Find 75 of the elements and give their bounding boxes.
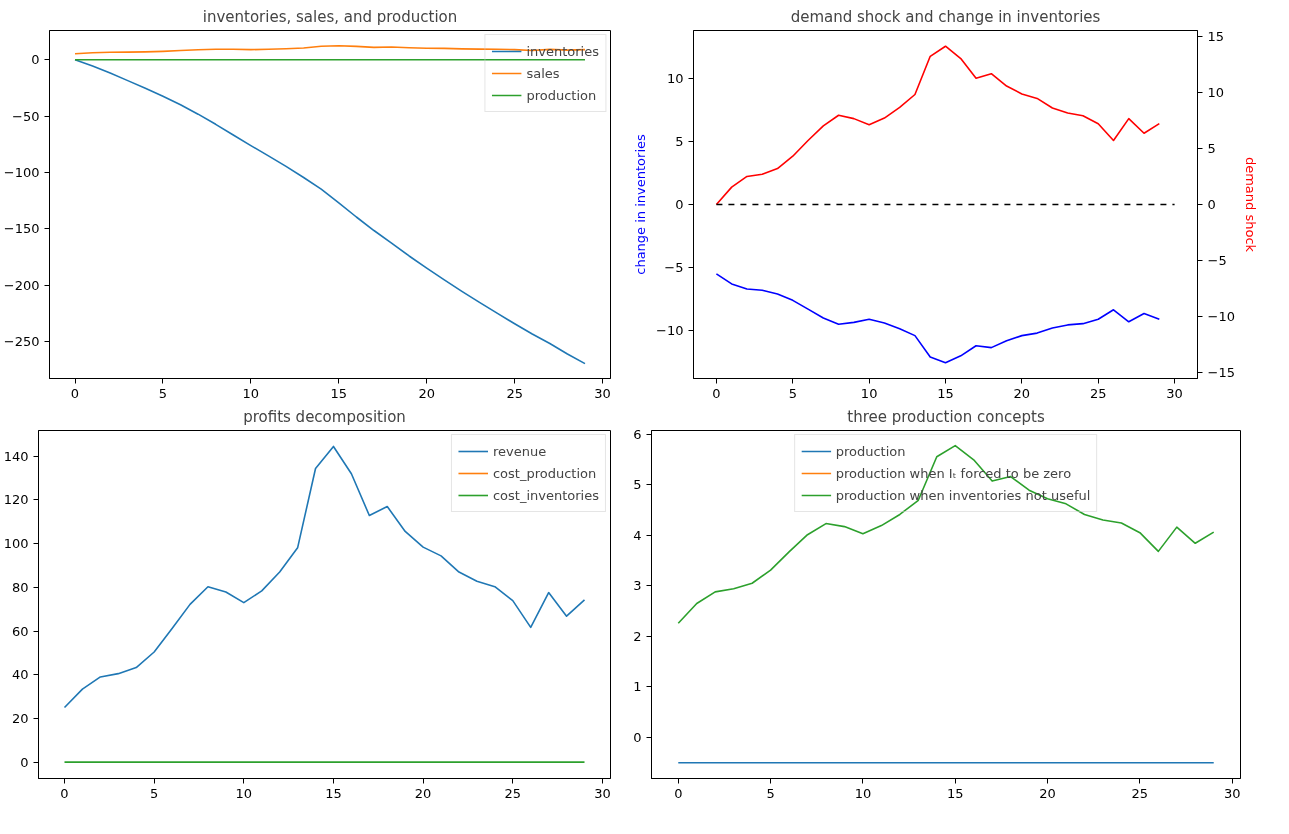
x-tick-label: 20 xyxy=(418,385,435,401)
x-tick-label: 0 xyxy=(60,785,69,801)
x-tick-label: 15 xyxy=(325,785,342,801)
line-series xyxy=(677,444,1215,625)
x-tick-label: 15 xyxy=(330,385,348,401)
y-tick-label: 6 xyxy=(633,426,642,442)
y-tick-label: 0 xyxy=(20,754,29,770)
y-tick-label: 2 xyxy=(633,628,642,644)
y-tick-label: 10 xyxy=(666,70,684,86)
y2-tick-label: 5 xyxy=(1207,140,1216,156)
x-tick-label: 25 xyxy=(504,785,522,801)
x-tick-label: 20 xyxy=(1039,785,1056,801)
x-tick-label: 20 xyxy=(1013,385,1031,401)
x-tick-label: 15 xyxy=(946,785,964,801)
y-axis-title: change in inventories xyxy=(633,134,649,275)
y-tick-label: 5 xyxy=(675,133,684,149)
y-tick-label: −250 xyxy=(3,333,40,349)
x-tick-label: 5 xyxy=(158,385,168,401)
y-tick-label: 20 xyxy=(11,710,29,726)
y-tick-label: 80 xyxy=(11,579,29,595)
x-tick-label: 5 xyxy=(150,785,159,801)
y2-tick-label: 15 xyxy=(1207,28,1225,44)
y-tick-label: 0 xyxy=(675,197,684,212)
x-tick-label: 20 xyxy=(414,785,432,801)
legend-label: revenue xyxy=(492,443,547,459)
line-series xyxy=(715,273,1161,364)
y-tick-label: 0 xyxy=(31,52,40,68)
chart-title: demand shock and change in inventories xyxy=(790,7,1101,26)
y-tick-label: 0 xyxy=(633,730,642,746)
x-tick-label: 30 xyxy=(1166,385,1183,401)
y-tick-label: 60 xyxy=(11,623,29,639)
x-tick-label: 10 xyxy=(860,385,878,401)
y-tick-label: 5 xyxy=(633,477,642,493)
x-tick-label: 0 xyxy=(70,385,80,401)
y-tick-label: 40 xyxy=(11,667,29,683)
y2-tick-label: −5 xyxy=(1207,253,1227,269)
y2-tick-label: −15 xyxy=(1207,365,1235,381)
x-tick-label: 30 xyxy=(1223,785,1241,801)
x-tick-label: 30 xyxy=(594,385,611,401)
legend-label: production xyxy=(835,443,906,459)
chart-title: profits decomposition xyxy=(243,407,406,426)
x-tick-label: 10 xyxy=(235,785,253,801)
y2-tick-label: 10 xyxy=(1207,84,1225,100)
y-tick-label: 4 xyxy=(633,527,642,543)
legend-label: cost_inventories xyxy=(492,487,599,503)
y-tick-label: −5 xyxy=(664,260,684,276)
x-tick-label: 10 xyxy=(242,385,260,401)
y-tick-label: 120 xyxy=(3,492,29,508)
legend-label: cost_production xyxy=(492,465,597,481)
y-tick-label: −150 xyxy=(3,221,40,237)
y-tick-label: −10 xyxy=(656,323,684,339)
x-tick-label: 15 xyxy=(937,385,954,401)
x-tick-label: 25 xyxy=(1089,385,1107,401)
y-tick-label: 100 xyxy=(3,536,29,552)
legend-label: sales xyxy=(526,65,560,81)
y-tick-label: 3 xyxy=(633,578,642,594)
y-tick-label: −50 xyxy=(12,108,40,124)
x-tick-label: 10 xyxy=(854,785,872,801)
x-tick-label: 0 xyxy=(712,385,721,401)
y-tick-label: −100 xyxy=(3,164,40,180)
legend-label: production xyxy=(526,87,597,103)
y-tick-label: −200 xyxy=(3,277,40,293)
chart-title: inventories, sales, and production xyxy=(202,7,458,26)
x-tick-label: 25 xyxy=(1131,785,1149,801)
x-tick-label: 30 xyxy=(594,785,611,801)
y2-tick-label: 0 xyxy=(1207,197,1216,212)
x-tick-label: 5 xyxy=(788,385,797,401)
line-series xyxy=(715,45,1161,206)
x-tick-label: 25 xyxy=(506,385,523,401)
y2-tick-label: −10 xyxy=(1207,309,1235,325)
y-tick-label: 140 xyxy=(3,448,29,464)
x-tick-label: 5 xyxy=(766,785,775,801)
y2-axis-title: demand shock xyxy=(1242,156,1258,253)
chart-title: three production concepts xyxy=(847,407,1045,426)
y-tick-label: 1 xyxy=(633,679,642,695)
